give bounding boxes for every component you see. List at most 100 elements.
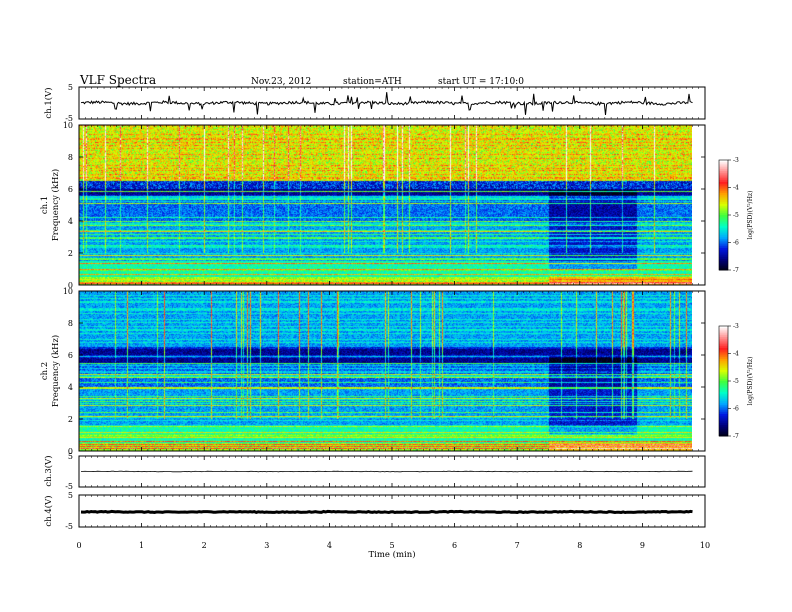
colorbar-segment	[719, 215, 728, 218]
time-tick-label: 4	[327, 541, 332, 550]
colorbar-segment	[719, 397, 728, 400]
colorbar-segment	[719, 386, 728, 389]
colorbar-segment	[719, 255, 728, 258]
colorbar-segment	[719, 410, 728, 413]
colorbar-segment	[719, 395, 728, 398]
ch1-spectrogram-image	[79, 125, 692, 285]
colorbar-segment	[719, 426, 728, 430]
colorbar-segment	[719, 348, 728, 351]
colorbar-segment	[719, 169, 728, 172]
ch1-frequency-ticks: 0 2 4 6 8 10	[63, 121, 705, 290]
colorbar-segment	[719, 375, 728, 378]
colorbar-tick-label: -6	[733, 406, 739, 413]
colorbar-segment	[719, 191, 728, 194]
freq-tick-label: 8	[68, 319, 73, 328]
freq-tick-label: 10	[63, 287, 73, 296]
colorbar-segment	[719, 222, 728, 225]
freq-tick-label: 8	[68, 153, 73, 162]
colorbar-segment	[719, 379, 728, 382]
colorbar-tick-label: -5	[733, 212, 739, 219]
colorbar-segment	[719, 235, 728, 238]
colorbar-segment	[719, 204, 728, 207]
ch3-ytick-top: 5	[68, 452, 73, 461]
ch1-colorbar: -3 -4 -5 -6 -7 log(PSD)(V²/Hz)	[718, 157, 754, 274]
colorbar-segment	[719, 262, 728, 265]
colorbar-segment	[719, 393, 728, 397]
ch1-spectrogram-channel: ch.1	[40, 196, 50, 214]
colorbar-tick-label: -4	[733, 185, 739, 192]
colorbar-label: log(PSD)(V²/Hz)	[747, 357, 754, 406]
colorbar-segment	[719, 353, 728, 356]
ch2-frequency-ylabel: Frequency (kHz)	[50, 335, 61, 407]
time-axis-ticks	[78, 87, 706, 527]
time-tick-label: 9	[640, 541, 645, 550]
colorbar-segment	[719, 366, 728, 369]
station-label: station=ATH	[343, 77, 402, 87]
freq-tick-label: 4	[68, 383, 73, 392]
ch2-spectrogram-panel: ch.2 Frequency (kHz) 0 2 4 6 8 10 -3 -4 -5 -6 -7 l…	[40, 287, 754, 456]
ch1-waveform-trace	[80, 92, 693, 116]
colorbar-tick-label: -3	[733, 157, 739, 164]
colorbar-segment	[719, 198, 728, 201]
colorbar-segment	[719, 370, 728, 373]
colorbar-segment	[719, 246, 728, 249]
ch3-ytick-bottom: -5	[65, 482, 73, 491]
ch3-waveform-ylabel: ch.3(V)	[43, 455, 54, 486]
ch1-spectrogram-panel: ch.1 Frequency (kHz) 0 2 4 6 8 10 -3 -4 -5 -6 -7 l…	[40, 121, 754, 290]
colorbar-segment	[719, 251, 728, 254]
time-tick-label: 3	[264, 541, 269, 550]
ch2-frequency-ticks: 0 2 4 6 8 10	[63, 287, 705, 456]
freq-tick-label: 2	[68, 249, 73, 258]
colorbar-segment	[719, 200, 728, 203]
colorbar-segment	[719, 388, 728, 391]
ch1-waveform-panel: 5 -5 ch.1(V)	[43, 83, 706, 123]
colorbar-segment	[719, 240, 728, 243]
colorbar-segment	[719, 338, 728, 342]
time-axis-title: Time (min)	[368, 549, 415, 560]
colorbar-tick-label: -7	[733, 433, 739, 440]
colorbar-segment	[719, 183, 728, 187]
colorbar-segment	[719, 220, 728, 223]
ch4-waveform-trace	[80, 509, 693, 515]
freq-tick-label: 0	[68, 281, 73, 290]
colorbar-segment	[719, 425, 728, 428]
colorbar-tick-label: -7	[733, 267, 739, 274]
colorbar-segment	[719, 360, 728, 364]
date-label: Nov.23, 2012	[251, 77, 311, 87]
spectrogram-raster	[79, 125, 692, 285]
colorbar-segment	[719, 176, 728, 179]
colorbar-segment	[719, 428, 728, 431]
colorbar-segment	[719, 257, 728, 260]
colorbar-segment	[719, 344, 728, 347]
colorbar-segment	[719, 172, 728, 176]
colorbar-segment	[719, 359, 728, 362]
colorbar-segment	[719, 178, 728, 181]
colorbar-segment	[719, 340, 728, 343]
figure-title: VLF Spectra	[79, 73, 156, 87]
colorbar-segment	[719, 414, 728, 417]
ch3-waveform-trace	[80, 470, 693, 473]
colorbar-segment	[719, 266, 728, 269]
colorbar-label: log(PSD)(V²/Hz)	[747, 191, 754, 240]
colorbar-segment	[719, 205, 728, 209]
colorbar-segment	[719, 260, 728, 264]
colorbar-segment	[719, 229, 728, 232]
ch1-waveform-ylabel: ch.1(V)	[43, 87, 54, 118]
colorbar-segment	[719, 421, 728, 424]
colorbar-segment	[719, 412, 728, 415]
ch2-colorbar: -3 -4 -5 -6 -7 log(PSD)(V²/Hz)	[718, 323, 754, 440]
colorbar-segment	[719, 226, 728, 229]
colorbar-segment	[719, 384, 728, 387]
colorbar-segment	[719, 355, 728, 358]
colorbar-segment	[719, 242, 728, 245]
colorbar-segment	[719, 160, 728, 163]
colorbar-segment	[719, 180, 728, 183]
colorbar-segment	[719, 371, 728, 375]
colorbar-segment	[719, 194, 728, 198]
start-time-label: start UT = 17:10:0	[438, 77, 524, 87]
colorbar-segment	[719, 404, 728, 408]
freq-tick-label: 4	[68, 217, 73, 226]
colorbar-segment	[719, 238, 728, 242]
colorbar-segment	[719, 326, 728, 329]
